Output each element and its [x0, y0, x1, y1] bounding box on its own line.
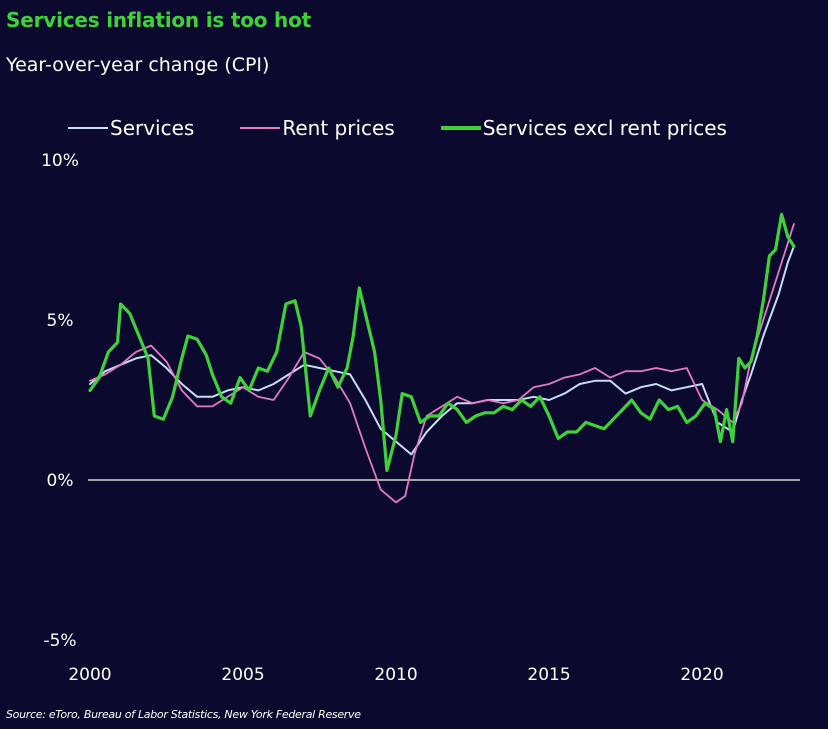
series-line-services — [89, 245, 795, 456]
legend-swatch-rent-prices — [240, 127, 281, 129]
y-tick-label: 0% — [47, 471, 74, 491]
x-tick-label: 2005 — [221, 665, 264, 685]
source-note: Source: eToro, Bureau of Labor Statistic… — [6, 708, 361, 721]
series-line-rent-prices — [89, 223, 795, 504]
x-tick-label: 2015 — [527, 665, 570, 685]
chart-title: Services inflation is too hot — [6, 8, 311, 32]
series-line-services-excl-rent-prices — [88, 212, 796, 472]
y-tick-label: 10% — [41, 151, 79, 171]
legend-item-rent-prices: Rent prices — [240, 116, 395, 140]
x-tick-label: 2020 — [680, 665, 723, 685]
legend-label-rent-prices: Rent prices — [282, 116, 395, 140]
chart-legend: Services Rent prices Services excl rent … — [68, 116, 773, 140]
legend-item-services-excl-rent: Services excl rent prices — [440, 116, 727, 140]
chart-subtitle: Year-over-year change (CPI) — [6, 54, 270, 76]
x-tick-label: 2010 — [374, 665, 417, 685]
y-tick-label: 5% — [47, 311, 74, 331]
y-tick-label: -5% — [43, 631, 76, 651]
legend-label-services: Services — [110, 116, 195, 140]
legend-swatch-services-excl-rent — [440, 126, 481, 130]
x-tick-label: 2000 — [68, 665, 111, 685]
legend-item-services: Services — [68, 116, 194, 140]
legend-swatch-services — [68, 127, 108, 129]
legend-label-services-excl-rent: Services excl rent prices — [482, 116, 727, 140]
